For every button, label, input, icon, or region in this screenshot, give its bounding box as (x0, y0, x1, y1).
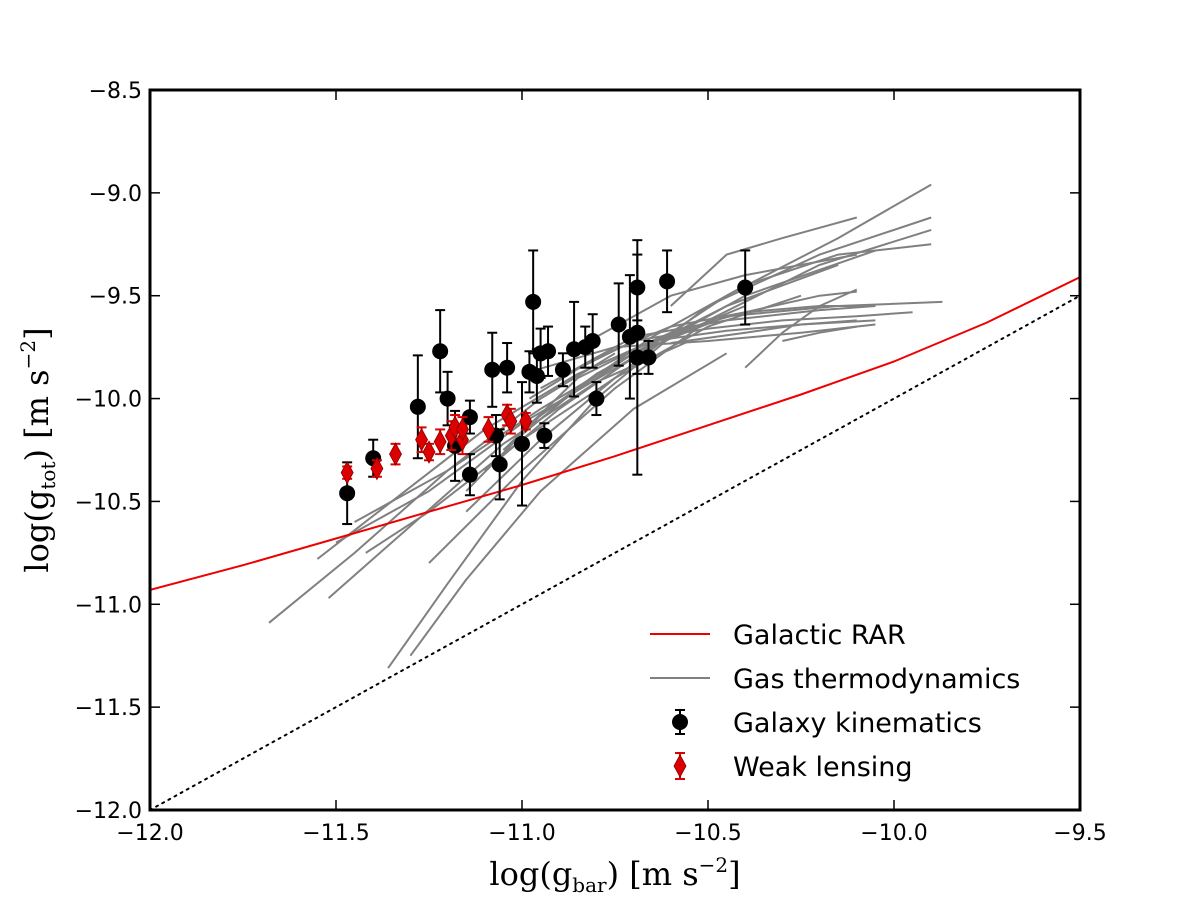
kinematics-point-31 (737, 279, 754, 296)
kinematics-point-6 (461, 466, 478, 483)
y-label-sup: −2 (16, 340, 40, 369)
lensing-point-4 (422, 440, 436, 464)
identity-line (150, 294, 1080, 810)
lensing-point-5 (433, 429, 447, 454)
galactic-rar-curve (150, 276, 1080, 591)
kinematics-point-29 (640, 349, 657, 366)
lensing-point-2 (389, 442, 402, 466)
plot-frame (148, 88, 1082, 812)
kinematics-point-28 (629, 349, 646, 366)
x-tick-label-5: −9.5 (1053, 821, 1106, 846)
kinematics-point-26 (629, 279, 646, 296)
kinematics-point-24 (610, 316, 627, 333)
lensing-point-0 (340, 460, 354, 485)
legend: Galactic RAR Gas thermodynamics Galaxy k… (650, 620, 1020, 783)
gas-thermodynamics-curve-10 (484, 183, 932, 472)
gas-thermodynamics-curve-13 (521, 290, 857, 431)
y-label-end: ] (18, 327, 56, 339)
y-tick-label-4: −10.0 (75, 388, 142, 413)
gas-thermodynamics-curve-22 (670, 319, 857, 344)
kinematics-point-22 (584, 332, 601, 349)
y-tick-label-1: −11.5 (75, 696, 142, 721)
kinematics-point-27 (629, 324, 646, 341)
kinematics-point-18 (540, 343, 557, 360)
x-tick-label-3: −10.5 (674, 821, 741, 846)
x-label-sup: −2 (699, 853, 728, 877)
x-label-end: ] (728, 855, 740, 893)
legend-kinematics-label: Galaxy kinematics (733, 708, 982, 739)
x-label-sub: bar (572, 873, 607, 897)
lensing-point-13 (519, 409, 533, 434)
kinematics-point-4 (439, 390, 456, 407)
kinematics-point-19 (554, 361, 571, 378)
x-tick-label-4: −10.0 (860, 821, 927, 846)
plot-area (150, 183, 1080, 810)
y-tick-label-7: −8.5 (89, 79, 142, 104)
x-label-suffix: ) [m s (607, 855, 699, 893)
lensing-point-9 (456, 417, 469, 442)
legend-gas-label: Gas thermodynamics (733, 664, 1020, 695)
y-tick-label-2: −11.0 (75, 593, 142, 618)
kinematics-point-0 (339, 485, 356, 502)
y-tick-label-6: −9.0 (89, 182, 142, 207)
kinematics-point-7 (461, 409, 478, 426)
kinematics-point-30 (659, 273, 676, 290)
lensing-point-12 (504, 409, 518, 434)
y-label-sub: tot (36, 461, 60, 489)
gas-thermodynamics-curve-20 (670, 216, 858, 307)
legend-lensing-label: Weak lensing (733, 752, 913, 783)
x-tick-label-0: −12.0 (116, 821, 183, 846)
kinematics-point-2 (409, 398, 426, 415)
x-tick-label-2: −11.0 (488, 821, 555, 846)
y-tick-label-3: −10.5 (75, 490, 142, 515)
y-axis-label: log(gtot) [m s−2] (16, 327, 60, 572)
kinematics-point-17 (536, 427, 553, 444)
x-label-prefix: log(g (489, 855, 572, 893)
y-tick-label-0: −12.0 (75, 799, 142, 824)
gas-thermodynamics-curve-4 (409, 352, 728, 657)
legend-rar-label: Galactic RAR (733, 620, 906, 651)
y-label-suffix: ) [m s (18, 369, 56, 461)
y-label-prefix: log(g (18, 490, 56, 573)
legend-lensing-marker (673, 754, 687, 778)
kinematics-point-15 (528, 367, 545, 384)
y-tick-label-5: −9.5 (89, 285, 142, 310)
gas-thermodynamics-curve-18 (521, 323, 876, 375)
x-tick-label-1: −11.5 (302, 821, 369, 846)
kinematics-point-23 (588, 390, 605, 407)
gas-thermodynamics-curve-16 (540, 305, 876, 390)
kinematics-point-14 (525, 293, 542, 310)
kinematics-point-10 (491, 456, 508, 473)
kinematics-point-8 (484, 361, 501, 378)
kinematics-point-3 (432, 343, 449, 360)
x-axis-label: log(gbar) [m s−2] (489, 853, 740, 897)
legend-kinematics-marker (672, 714, 688, 730)
kinematics-point-11 (499, 359, 516, 376)
gas-thermodynamics-curve-23 (782, 325, 857, 342)
gas-thermodynamics-curve-21 (744, 288, 858, 369)
kinematics-point-12 (514, 435, 530, 452)
lensing-point-3 (415, 427, 429, 452)
gas-thermodynamics-curve-8 (428, 228, 932, 564)
lensing-point-1 (370, 456, 384, 481)
lensing-point-10 (482, 417, 495, 442)
